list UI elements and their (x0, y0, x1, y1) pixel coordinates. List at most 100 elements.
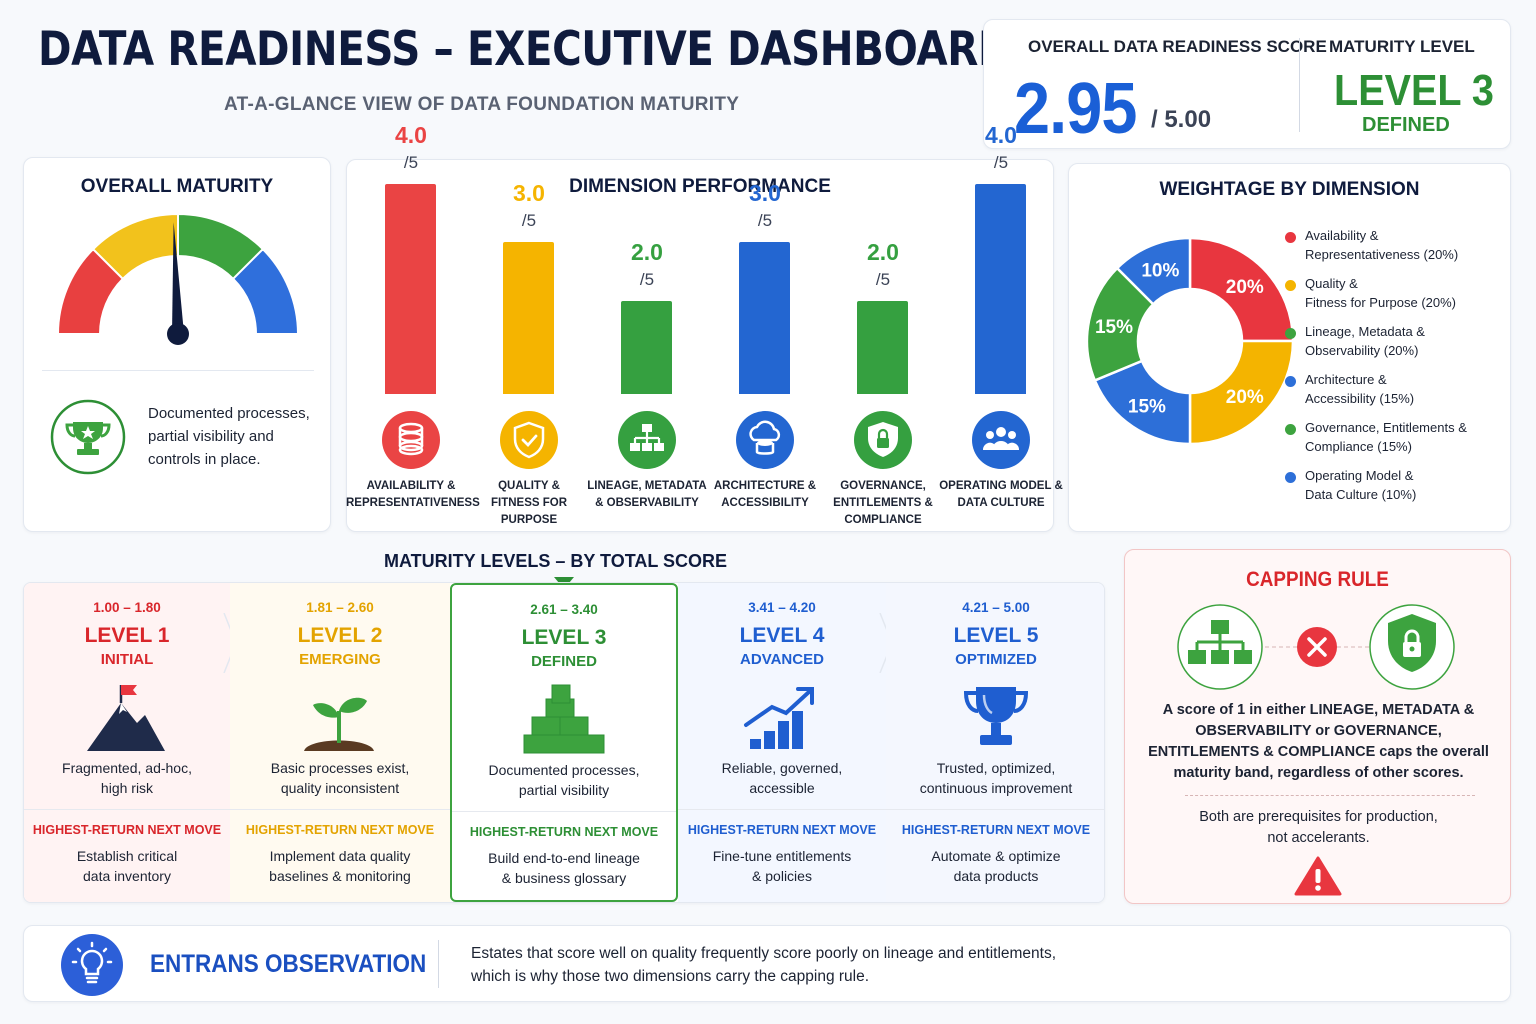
maturity-levels-title: MATURITY LEVELS – BY TOTAL SCORE (384, 551, 728, 571)
legend-swatch (1285, 472, 1296, 483)
legend-swatch (1285, 376, 1296, 387)
donut-slice-label: 20% (1226, 387, 1264, 408)
legend-label-line: Representativeness (20%) (1305, 247, 1459, 262)
maturity-gauge (56, 212, 300, 345)
dimension-performance-card: DIMENSION PERFORMANCE 4.0/5 AVAILABILITY … (346, 122, 1063, 533)
maturity-level-description-line: Reliable, governed, (721, 760, 843, 776)
dimension-label-line: ACCESSIBILITY (721, 497, 809, 509)
shield-lock-icon (1369, 604, 1455, 690)
maturity-level-label: MATURITY LEVEL (1329, 37, 1475, 56)
maturity-level-range: 1.00 – 1.80 (93, 600, 161, 615)
dimension-score-denominator: /5 (875, 269, 891, 289)
people-icon (972, 411, 1030, 469)
dimension-label-line: FITNESS FOR PURPOSE (490, 497, 568, 526)
dimension-bar (975, 183, 1026, 394)
dimension-label: AVAILABILITY & REPRESENTATIVENESS (346, 478, 480, 512)
next-move-action: Establish critical data inventory (24, 846, 230, 886)
dimension-score-denominator: /5 (757, 211, 773, 231)
block-x-icon (1297, 627, 1337, 667)
shield-lock-icon (854, 411, 912, 469)
maturity-level-divider (24, 809, 230, 810)
dimension-label-line: DATA CULTURE (957, 497, 1045, 509)
dimension-label: LINEAGE, METADATA & OBSERVABILITY (582, 478, 712, 512)
maturity-level-description-line: partial visibility (518, 782, 610, 798)
legend-label-line: Lineage, Metadata & (1305, 324, 1425, 339)
legend-item: Lineage, Metadata & Observability (20%) (1285, 322, 1505, 360)
dimension-label-line: OPERATING MODEL & (939, 480, 1063, 492)
dimension-label: OPERATING MODEL & DATA CULTURE (936, 478, 1066, 512)
dimension-column: 2.0/5 GOVERNANCE, ENTITLEMENTS & COMPLIANCE (824, 160, 942, 533)
capping-rule-note-line-2: not accelerants. (1267, 830, 1370, 846)
capping-rule-divider (1185, 795, 1475, 796)
dimension-column: 4.0/5 OPERATING MODEL & DATA CULTURE (939, 122, 1063, 533)
dimension-label-line: REPRESENTATIVENESS (346, 497, 480, 509)
capping-rule-diagram (1177, 604, 1455, 690)
next-move-action-line: Build end-to-end lineage (488, 850, 640, 866)
next-move-label: HIGHEST-RETURN NEXT MOVE (901, 823, 1091, 837)
maturity-level-description-line: Trusted, optimized, (936, 760, 1056, 776)
legend-label-line: Fitness for Purpose (20%) (1305, 295, 1457, 310)
legend-label-line: Governance, Entitlements & (1305, 420, 1467, 435)
maturity-level-description: Trusted, optimized, continuous improvemen… (886, 758, 1104, 798)
maturity-level-divider (452, 811, 676, 812)
dimension-column: 3.0/5 ARCHITECTURE & ACCESSIBILITY (706, 160, 824, 533)
dimension-column: 4.0/5 AVAILABILITY & REPRESENTATIVENESS (346, 122, 480, 533)
observation-text: Estates that score well on quality frequ… (471, 942, 1171, 988)
overall-score-value: 2.95 (1014, 69, 1137, 149)
maturity-level-card: 3.41 – 4.20 LEVEL 4 ADVANCED Reliable, gove… (678, 583, 893, 902)
growth-chart-icon (744, 687, 814, 749)
score-card: OVERALL DATA READINESS SCORE 2.95 / 5.00… (983, 19, 1511, 149)
dimension-bar (385, 183, 436, 394)
donut-slice-label: 20% (1226, 277, 1264, 298)
gauge-hub (167, 323, 189, 345)
dimension-label: GOVERNANCE, ENTITLEMENTS & COMPLIANCE (818, 478, 948, 529)
maturity-level-name: DEFINED (1362, 114, 1450, 136)
trophy-icon (963, 687, 1029, 745)
capping-rule-text: A score of 1 in either LINEAGE, METADATA… (1148, 702, 1489, 781)
overall-maturity-card: OVERALL MATURITY Documented processes, p… (23, 157, 331, 532)
dimension-label-line: COMPLIANCE (844, 514, 922, 526)
next-move-action-line: Establish critical (76, 848, 178, 864)
next-move-action-line: data products (953, 868, 1039, 884)
maturity-level-description: Fragmented, ad-hoc, high risk (24, 758, 230, 798)
donut-slice-label: 15% (1128, 396, 1166, 417)
dimension-score: 2.0 (631, 238, 663, 265)
maturity-level-card: 4.21 – 5.00 LEVEL 5 OPTIMIZED Trusted, opti… (886, 583, 1104, 902)
donut-slice-label: 10% (1141, 260, 1179, 281)
maturity-level-description: Basic processes exist, quality inconsiste… (230, 758, 450, 798)
maturity-level-subtitle: EMERGING (299, 651, 381, 668)
dimension-label-line: & OBSERVABILITY (595, 497, 699, 509)
dimension-label-line: ENTITLEMENTS & (833, 497, 933, 509)
dimension-score-denominator: /5 (639, 269, 655, 289)
next-move-label: HIGHEST-RETURN NEXT MOVE (32, 823, 222, 837)
overall-score-label: OVERALL DATA READINESS SCORE (1028, 37, 1327, 56)
observation-card: ENTRANS OBSERVATION Estates that score w… (23, 925, 1511, 1002)
weightage-card: WEIGHTAGE BY DIMENSION 20% 20% 15% 15% 10% A… (1068, 163, 1511, 532)
dimension-bar (857, 300, 908, 394)
maturity-level-range: 4.21 – 5.00 (962, 600, 1030, 615)
maturity-level-card: 1.00 – 1.80 LEVEL 1 INITIAL Fragmented, ad-… (24, 583, 237, 902)
warning-icon (1294, 856, 1342, 896)
legend-item: Availability & Representativeness (20%) (1285, 226, 1505, 264)
dimension-bar (739, 242, 790, 394)
capping-rule-title: CAPPING RULE (1246, 568, 1389, 591)
capping-rule-note-line-1: Both are prerequisites for production, (1199, 809, 1438, 825)
next-move-action: Fine-tune entitlements & policies (678, 846, 886, 886)
dimension-label-line: ARCHITECTURE & (713, 480, 817, 492)
cloud-database-icon (736, 411, 794, 469)
maturity-level-description-line: continuous improvement (919, 780, 1073, 796)
next-move-action: Build end-to-end lineage & business gloss… (452, 848, 676, 888)
dashboard-title: DATA READINESS – EXECUTIVE DASHBOARD (38, 22, 1012, 77)
dimension-label: ARCHITECTURE & ACCESSIBILITY (700, 478, 830, 512)
dimension-performance-title: DIMENSION PERFORMANCE (569, 176, 831, 197)
legend-swatch (1285, 280, 1296, 291)
maturity-level-name: LEVEL 2 (297, 624, 383, 647)
legend-label-line: Accessibility (15%) (1305, 391, 1415, 406)
next-move-action-line: Automate & optimize (931, 848, 1061, 864)
maturity-level-card: 1.81 – 2.60 LEVEL 2 EMERGING Basic processe… (230, 583, 450, 902)
maturity-level-subtitle: DEFINED (531, 653, 597, 670)
maturity-level-divider (230, 809, 450, 810)
maturity-level-range: 3.41 – 4.20 (748, 600, 816, 615)
dimension-label-line: LINEAGE, METADATA (587, 480, 707, 492)
donut-slice (1115, 236, 1192, 306)
